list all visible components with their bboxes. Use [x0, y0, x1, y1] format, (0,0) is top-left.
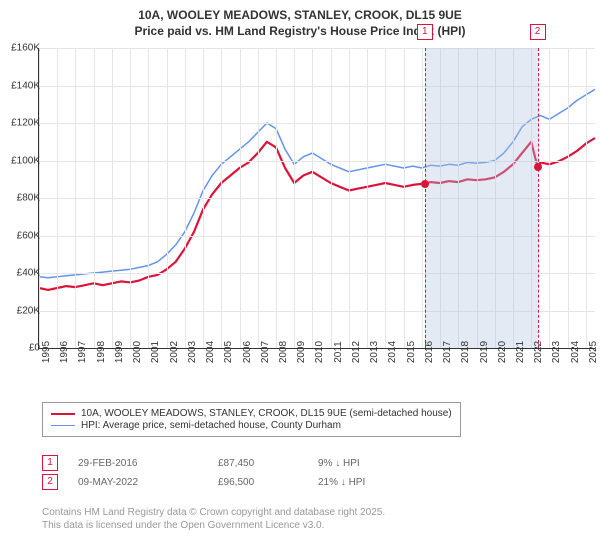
x-tick-label: 2001 [150, 341, 161, 363]
legend-item: HPI: Average price, semi-detached house,… [51, 420, 452, 431]
title-line-1: 10A, WOOLEY MEADOWS, STANLEY, CROOK, DL1… [0, 8, 600, 24]
title-line-2: Price paid vs. HM Land Registry's House … [0, 24, 600, 40]
y-tick-label: £0 [4, 343, 40, 354]
x-tick-label: 2006 [242, 341, 253, 363]
x-tick-label: 2011 [333, 341, 344, 363]
footer-line-2: This data is licensed under the Open Gov… [42, 519, 385, 532]
shade-band [425, 48, 538, 348]
y-tick-label: £140K [4, 80, 40, 91]
x-tick-label: 2018 [460, 341, 471, 363]
sales-table: 1 29-FEB-2016 £87,450 9% ↓ HPI 2 09-MAY-… [42, 452, 418, 493]
table-row: 1 29-FEB-2016 £87,450 9% ↓ HPI [42, 455, 418, 471]
sale-price: £96,500 [218, 477, 318, 488]
x-tick-label: 2005 [223, 341, 234, 363]
y-tick-label: £20K [4, 305, 40, 316]
table-row: 2 09-MAY-2022 £96,500 21% ↓ HPI [42, 474, 418, 490]
x-tick-label: 1996 [59, 341, 70, 363]
x-tick-label: 2007 [260, 341, 271, 363]
x-tick-label: 2025 [588, 341, 599, 363]
marker-badge: 2 [42, 474, 58, 490]
marker-line [425, 48, 426, 348]
marker-box: 2 [530, 24, 546, 40]
x-tick-label: 1998 [96, 341, 107, 363]
plot-area: 12 [38, 48, 595, 349]
chart-container: 10A, WOOLEY MEADOWS, STANLEY, CROOK, DL1… [0, 0, 600, 560]
x-tick-label: 2000 [132, 341, 143, 363]
x-tick-label: 1995 [41, 341, 52, 363]
sale-pct: 21% ↓ HPI [318, 477, 418, 488]
y-tick-label: £80K [4, 193, 40, 204]
x-tick-label: 2017 [442, 341, 453, 363]
footer-line-1: Contains HM Land Registry data © Crown c… [42, 506, 385, 519]
x-tick-label: 2023 [551, 341, 562, 363]
sale-price: £87,450 [218, 458, 318, 469]
x-tick-label: 2019 [479, 341, 490, 363]
y-tick-label: £100K [4, 155, 40, 166]
legend-swatch [51, 413, 75, 415]
legend-item: 10A, WOOLEY MEADOWS, STANLEY, CROOK, DL1… [51, 408, 452, 419]
x-tick-label: 2002 [169, 341, 180, 363]
sale-point [421, 180, 429, 188]
sale-pct: 9% ↓ HPI [318, 458, 418, 469]
marker-box: 1 [417, 24, 433, 40]
sale-date: 29-FEB-2016 [78, 458, 218, 469]
sale-date: 09-MAY-2022 [78, 477, 218, 488]
x-tick-label: 2022 [533, 341, 544, 363]
x-tick-label: 2008 [278, 341, 289, 363]
marker-badge: 1 [42, 455, 58, 471]
x-tick-label: 2016 [424, 341, 435, 363]
x-tick-label: 2024 [570, 341, 581, 363]
x-tick-label: 1999 [114, 341, 125, 363]
x-tick-label: 2003 [187, 341, 198, 363]
x-tick-label: 2021 [515, 341, 526, 363]
x-tick-label: 2015 [406, 341, 417, 363]
legend: 10A, WOOLEY MEADOWS, STANLEY, CROOK, DL1… [42, 402, 461, 437]
legend-swatch [51, 425, 75, 426]
x-tick-label: 1997 [77, 341, 88, 363]
legend-label: HPI: Average price, semi-detached house,… [81, 420, 341, 431]
chart-title: 10A, WOOLEY MEADOWS, STANLEY, CROOK, DL1… [0, 0, 600, 39]
y-tick-label: £160K [4, 43, 40, 54]
x-tick-label: 2004 [205, 341, 216, 363]
y-tick-label: £60K [4, 230, 40, 241]
sale-point [534, 163, 542, 171]
x-tick-label: 2014 [387, 341, 398, 363]
x-tick-label: 2013 [369, 341, 380, 363]
footer-attribution: Contains HM Land Registry data © Crown c… [42, 506, 385, 532]
x-tick-label: 2009 [296, 341, 307, 363]
y-tick-label: £40K [4, 268, 40, 279]
marker-line [538, 48, 539, 348]
legend-label: 10A, WOOLEY MEADOWS, STANLEY, CROOK, DL1… [81, 408, 452, 419]
x-tick-label: 2012 [351, 341, 362, 363]
x-tick-label: 2020 [497, 341, 508, 363]
x-tick-label: 2010 [314, 341, 325, 363]
y-tick-label: £120K [4, 118, 40, 129]
